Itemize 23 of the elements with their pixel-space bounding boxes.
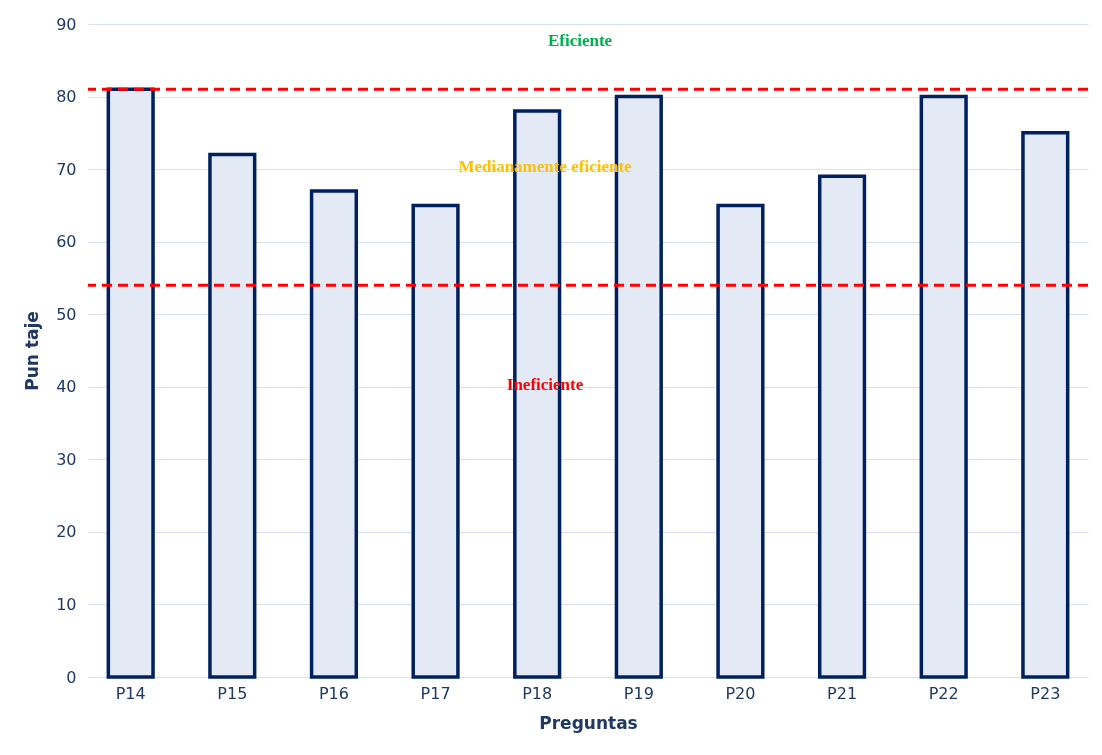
y-tick-label: 30	[56, 449, 77, 469]
y-tick-label: 10	[56, 594, 77, 614]
annotation: Eficiente	[547, 30, 613, 50]
y-tick-label: 20	[56, 522, 77, 542]
x-tick-label: P21	[827, 683, 858, 703]
x-tick-label: P17	[420, 683, 451, 703]
x-tick-label: P20	[725, 683, 756, 703]
y-tick-label: 50	[56, 304, 77, 324]
x-tick-label: P22	[928, 683, 959, 703]
x-tick-label: P16	[318, 683, 349, 703]
y-tick-label: 60	[56, 232, 77, 252]
x-tick-label: P14	[115, 683, 146, 703]
x-tick-label: P18	[522, 683, 553, 703]
y-tick-label: 90	[56, 14, 77, 34]
y-tick-label: 80	[56, 87, 77, 107]
x-tick-label: P19	[623, 683, 654, 703]
y-tick-label: 70	[56, 159, 77, 179]
x-axis-title: Preguntas	[539, 712, 638, 733]
y-tick-label: 0	[66, 667, 77, 687]
y-axis-title: Pun taje	[22, 311, 43, 391]
x-tick-label: P15	[217, 683, 248, 703]
y-tick-label: 40	[56, 377, 77, 397]
x-tick-label: P23	[1030, 683, 1061, 703]
